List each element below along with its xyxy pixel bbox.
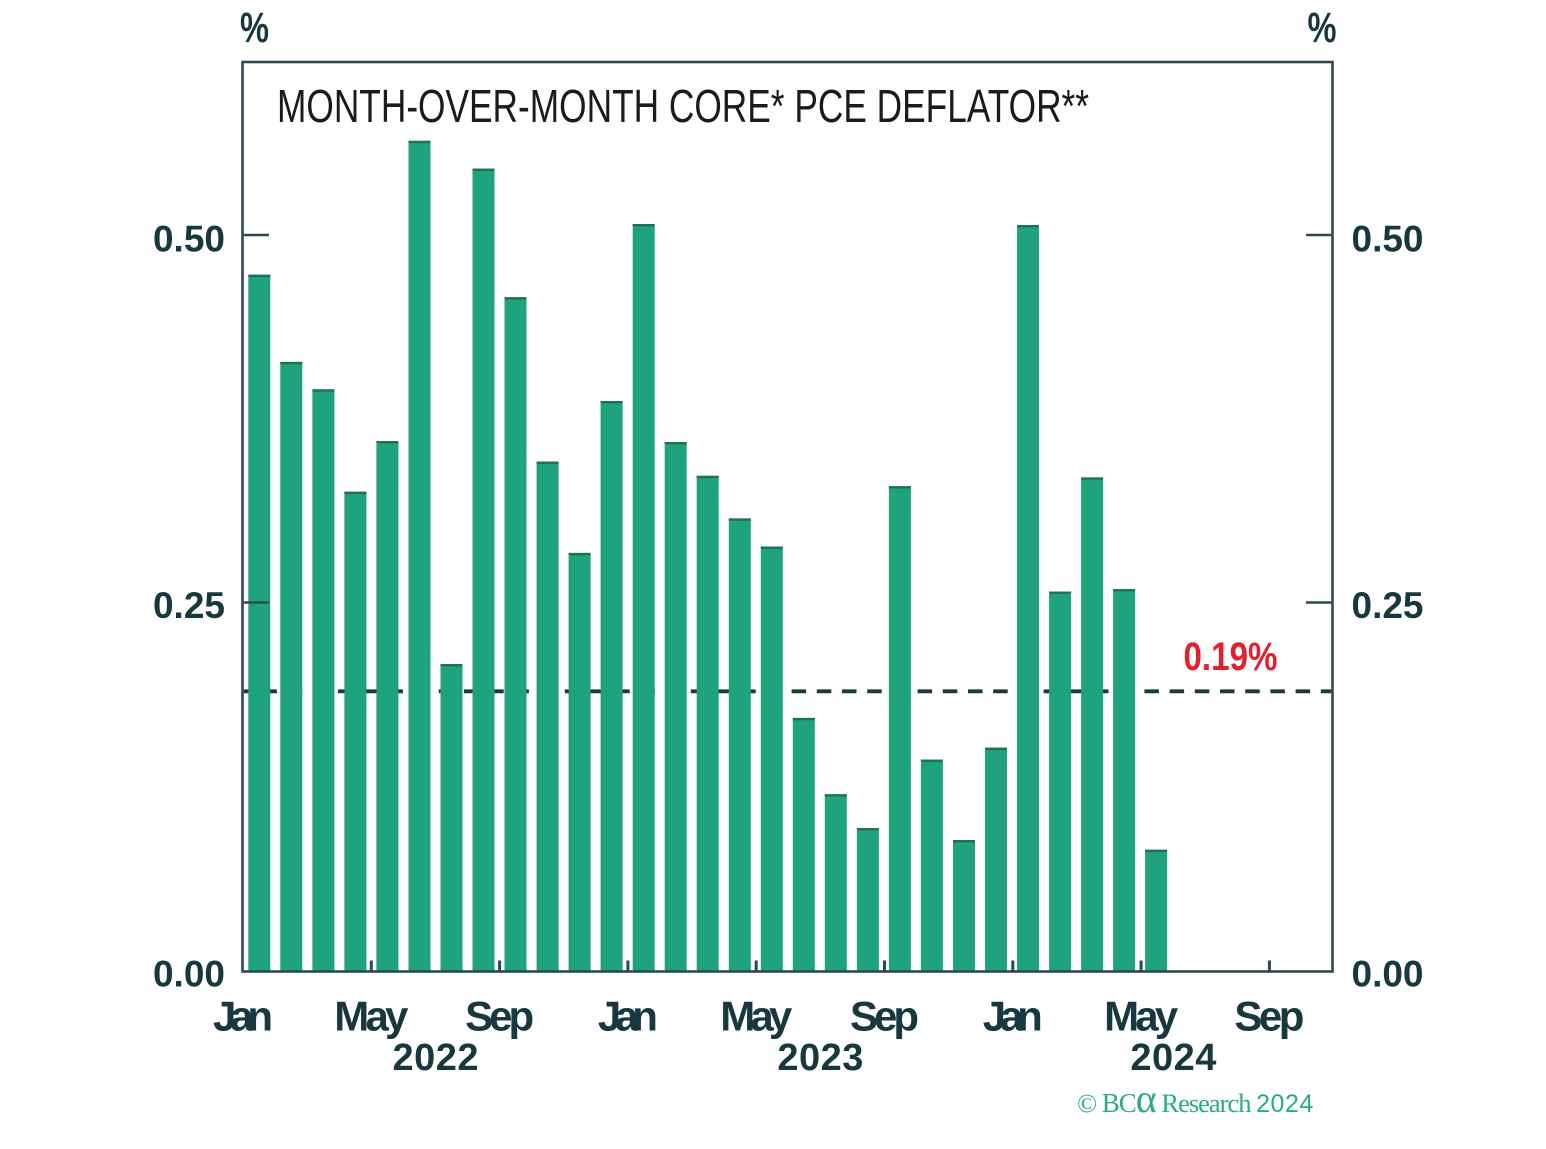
svg-text:May: May (720, 993, 793, 1040)
svg-text:2023: 2023 (777, 1037, 863, 1079)
svg-text:Sep: Sep (850, 993, 919, 1040)
svg-text:0.25: 0.25 (153, 585, 225, 626)
svg-text:MONTH-OVER-MONTH CORE* PCE DEF: MONTH-OVER-MONTH CORE* PCE DEFLATOR** (277, 80, 1089, 132)
svg-text:%: % (240, 4, 269, 52)
svg-text:May: May (1104, 993, 1179, 1040)
svg-text:Jan: Jan (213, 993, 273, 1040)
svg-text:2022: 2022 (393, 1037, 479, 1079)
svg-text:0.19%: 0.19% (1184, 635, 1278, 679)
svg-text:Jan: Jan (983, 993, 1043, 1040)
svg-text:0.50: 0.50 (1352, 219, 1424, 260)
svg-text:2024: 2024 (1130, 1037, 1216, 1079)
svg-text:0.25: 0.25 (1352, 585, 1424, 626)
svg-text:0.00: 0.00 (153, 954, 225, 995)
svg-text:0.00: 0.00 (1352, 954, 1424, 995)
svg-text:May: May (334, 993, 409, 1040)
svg-text:Sep: Sep (465, 993, 534, 1040)
svg-text:%: % (1308, 4, 1337, 52)
svg-text:Sep: Sep (1234, 993, 1304, 1040)
svg-text:Jan: Jan (598, 993, 658, 1040)
svg-text:0.50: 0.50 (153, 219, 225, 260)
